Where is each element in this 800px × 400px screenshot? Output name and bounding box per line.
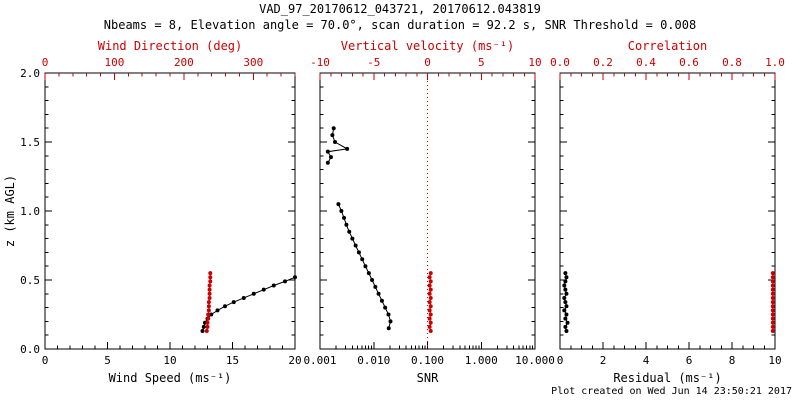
svg-text:5: 5	[478, 56, 485, 69]
svg-text:8: 8	[729, 354, 736, 367]
series-residual	[562, 271, 570, 334]
svg-text:0: 0	[42, 56, 49, 69]
svg-text:0: 0	[42, 354, 49, 367]
svg-text:20: 20	[288, 354, 301, 367]
svg-text:0.8: 0.8	[722, 56, 742, 69]
svg-text:6: 6	[686, 354, 693, 367]
plot-title: VAD_97_20170612_043721, 20170612.043819	[259, 2, 541, 16]
series-snr	[325, 126, 393, 331]
panel-snr: 0.001 0.010 0.100 1.000 10.000 -10 -5 0 5 10 SNR Ve…	[303, 39, 554, 385]
panel-residual: 0 2 4 6 8 10 0.0 0.2 0.4 0.6 0.8 1.0 Residual (ms⁻¹)…	[550, 39, 785, 385]
plot-subtitle: Nbeams = 8, Elevation angle = 70.0°, sca…	[103, 18, 697, 32]
svg-text:1.000: 1.000	[465, 354, 498, 367]
svg-text:1.0: 1.0	[765, 56, 785, 69]
svg-text:Wind Direction (deg): Wind Direction (deg)	[98, 39, 243, 53]
svg-text:0.001: 0.001	[303, 354, 336, 367]
svg-text:0.010: 0.010	[357, 354, 390, 367]
svg-text:0.100: 0.100	[411, 354, 444, 367]
series-correlation	[770, 271, 775, 334]
svg-text:1.5: 1.5	[20, 136, 40, 149]
svg-text:10.000: 10.000	[515, 354, 555, 367]
svg-text:10: 10	[163, 354, 176, 367]
svg-text:4: 4	[643, 354, 650, 367]
svg-text:z (km AGL): z (km AGL)	[3, 175, 17, 247]
svg-text:15: 15	[226, 354, 239, 367]
svg-text:0.0: 0.0	[550, 56, 570, 69]
svg-text:Residual (ms⁻¹): Residual (ms⁻¹)	[613, 371, 721, 385]
series-wind-direction	[204, 271, 213, 334]
svg-text:0.2: 0.2	[593, 56, 613, 69]
svg-text:10: 10	[528, 56, 541, 69]
series-wind-speed	[200, 275, 297, 334]
svg-text:0.4: 0.4	[636, 56, 656, 69]
svg-text:Wind Speed (ms⁻¹): Wind Speed (ms⁻¹)	[109, 371, 232, 385]
svg-text:10: 10	[768, 354, 781, 367]
svg-text:1.0: 1.0	[20, 205, 40, 218]
svg-text:-5: -5	[367, 56, 380, 69]
plot-created-timestamp: Plot created on Wed Jun 14 23:50:21 2017	[551, 386, 792, 397]
svg-text:200: 200	[174, 56, 194, 69]
svg-text:100: 100	[105, 56, 125, 69]
svg-text:5: 5	[104, 354, 111, 367]
svg-text:0.5: 0.5	[20, 274, 40, 287]
svg-text:-10: -10	[310, 56, 330, 69]
svg-text:Vertical velocity (ms⁻¹): Vertical velocity (ms⁻¹)	[341, 39, 514, 53]
svg-text:0.6: 0.6	[679, 56, 699, 69]
svg-text:0: 0	[424, 56, 431, 69]
svg-text:0: 0	[557, 354, 564, 367]
series-vertical-velocity	[427, 271, 433, 334]
svg-text:0.0: 0.0	[20, 343, 40, 356]
svg-text:2.0: 2.0	[20, 67, 40, 80]
svg-text:300: 300	[243, 56, 263, 69]
svg-text:2: 2	[600, 354, 607, 367]
svg-text:SNR: SNR	[417, 371, 439, 385]
svg-text:Correlation: Correlation	[628, 39, 707, 53]
